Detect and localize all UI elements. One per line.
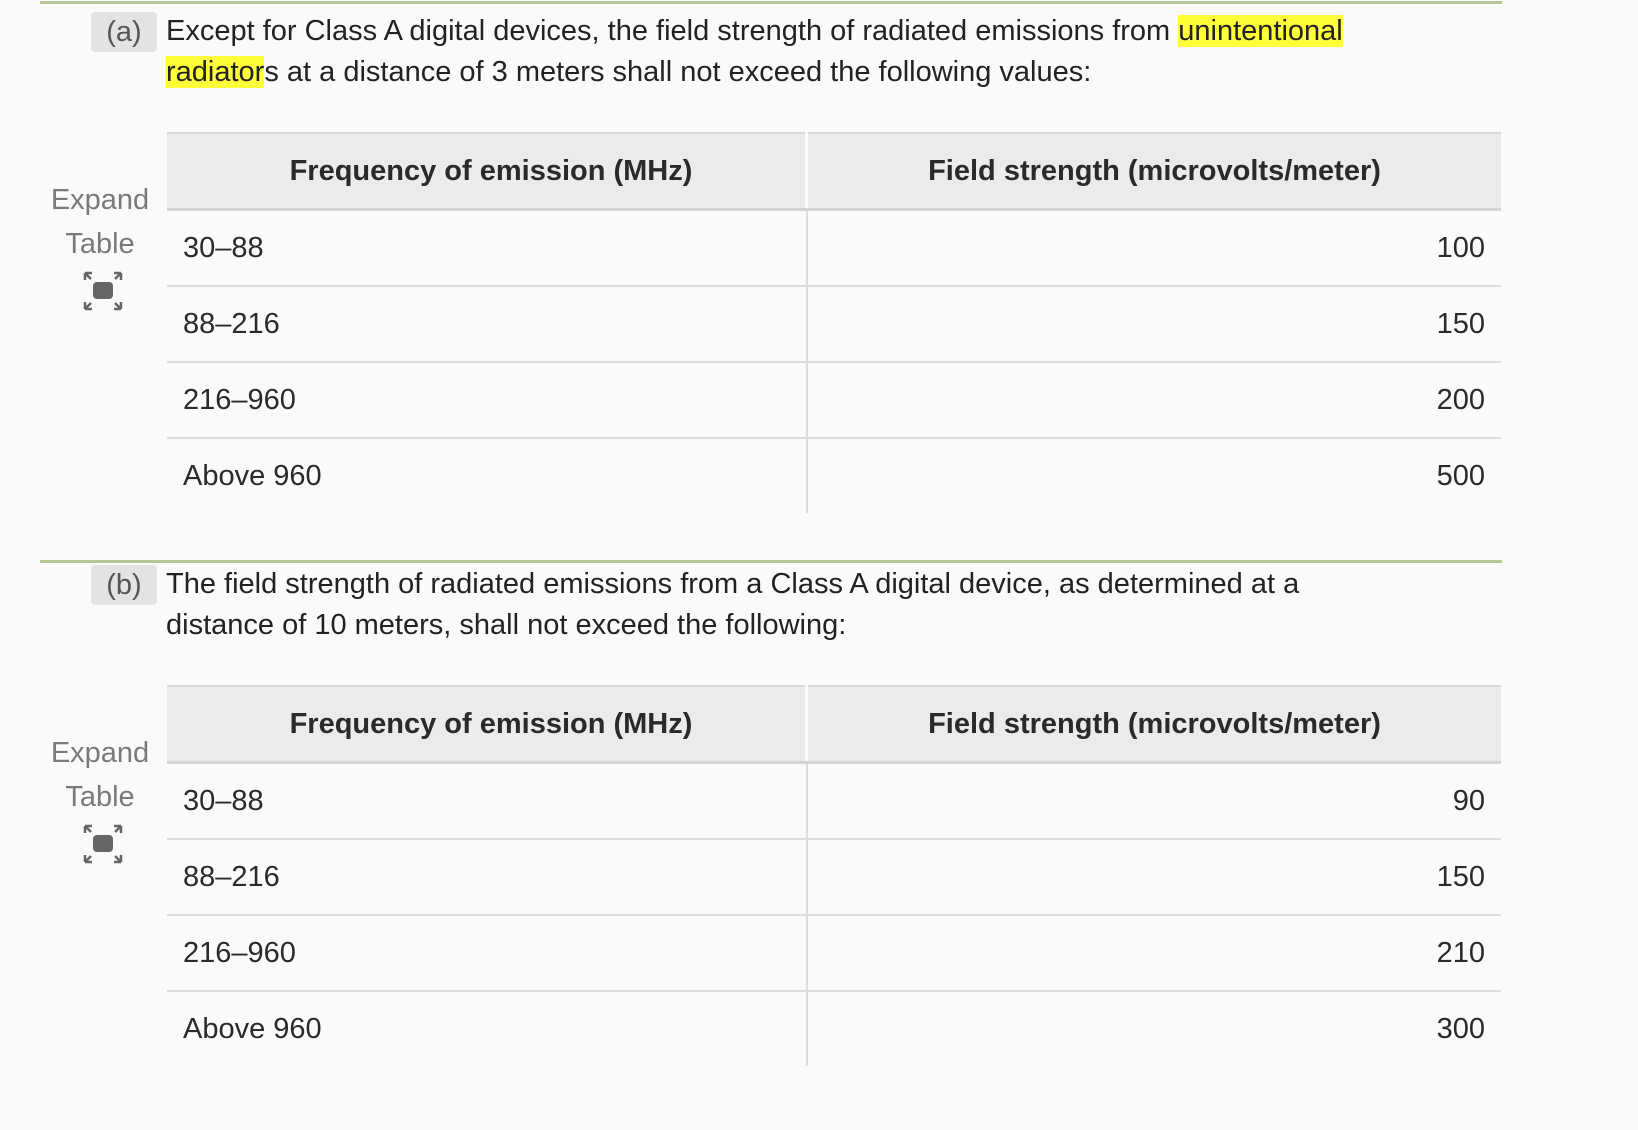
field-strength-cell: 200 <box>806 362 1501 439</box>
field-strength-cell: 210 <box>806 915 1501 992</box>
expand-label-line2: Table <box>65 781 135 813</box>
table-row: 30–88 100 <box>167 209 1501 287</box>
table-row: Above 960 300 <box>167 991 1501 1066</box>
frequency-cell: 216–960 <box>167 362 808 439</box>
paragraph-a-text: Except for Class A digital devices, the … <box>166 11 1466 93</box>
expand-arrows-icon <box>83 271 123 311</box>
table-row: 88–216 150 <box>167 839 1501 916</box>
expand-arrows-icon <box>83 824 123 864</box>
highlight-term-2: radiator <box>166 56 265 88</box>
field-strength-cell: 100 <box>806 209 1501 287</box>
table-row: 216–960 200 <box>167 362 1501 439</box>
frequency-cell: Above 960 <box>167 438 808 513</box>
frequency-cell: 88–216 <box>167 286 808 363</box>
emissions-table-b: Frequency of emission (MHz) Field streng… <box>167 685 1501 1066</box>
frequency-cell: 30–88 <box>167 762 808 840</box>
expand-label-line1: Expand <box>50 184 150 216</box>
paragraph-b-text: The field strength of radiated emissions… <box>166 568 1300 641</box>
field-strength-cell: 150 <box>806 286 1501 363</box>
expand-table-button-b[interactable]: Expand Table <box>40 731 160 865</box>
paragraph-label-b: (b) <box>91 565 157 605</box>
table-row: Above 960 500 <box>167 438 1501 513</box>
column-header-field-strength: Field strength (microvolts/meter) <box>806 132 1501 211</box>
highlight-term-1: unintentional <box>1178 15 1343 47</box>
field-strength-cell: 500 <box>1436 459 1485 492</box>
section-b-divider <box>40 560 1502 563</box>
frequency-cell: Above 960 <box>167 991 808 1066</box>
frequency-cell: 88–216 <box>167 839 808 916</box>
paragraph-label-a: (a) <box>91 12 157 52</box>
column-header-frequency: Frequency of emission (MHz) <box>167 132 808 211</box>
field-strength-cell: 150 <box>806 839 1501 916</box>
table-row: 216–960 210 <box>167 915 1501 992</box>
expand-label-line2: Table <box>65 228 135 260</box>
table-header-row: Frequency of emission (MHz) Field streng… <box>167 685 1501 764</box>
column-header-frequency: Frequency of emission (MHz) <box>167 685 808 764</box>
section-a-divider <box>40 1 1502 4</box>
field-strength-cell: 90 <box>806 762 1501 840</box>
expand-label-line1: Expand <box>50 737 150 769</box>
column-header-field-strength: Field strength (microvolts/meter) <box>806 685 1501 764</box>
paragraph-a-text-start: Except for Class A digital devices, the … <box>166 15 1179 47</box>
frequency-cell: 30–88 <box>167 209 808 287</box>
paragraph-a-text-end: s at a distance of 3 meters shall not ex… <box>264 56 1092 88</box>
table-row: 30–88 90 <box>167 762 1501 840</box>
table-header-row: Frequency of emission (MHz) Field streng… <box>167 132 1501 211</box>
field-strength-cell: 300 <box>1436 1012 1485 1045</box>
table-row: 88–216 150 <box>167 286 1501 363</box>
expand-table-button-a[interactable]: Expand Table <box>40 178 160 312</box>
emissions-table-a: Frequency of emission (MHz) Field streng… <box>167 132 1501 513</box>
frequency-cell: 216–960 <box>167 915 808 992</box>
